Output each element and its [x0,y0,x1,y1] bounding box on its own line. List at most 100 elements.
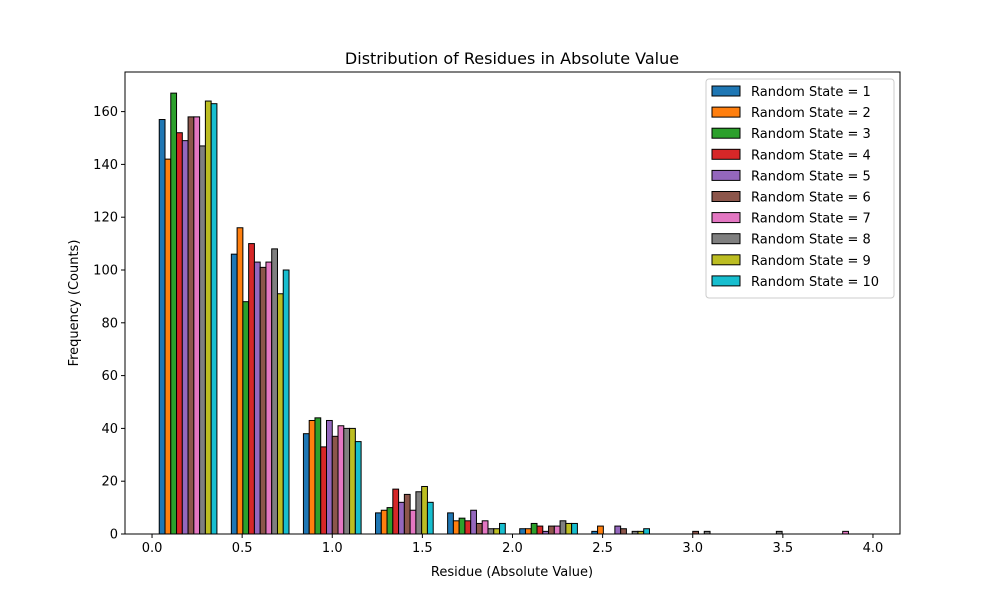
bar-series-8-bin-2 [271,248,278,535]
x-tick-label: 4.0 [863,541,884,556]
legend-swatch-3 [711,127,741,139]
bar-series-7-bin-1 [193,116,201,535]
bar-series-2-bin-6 [524,528,532,535]
x-tick-label: 0.0 [142,541,163,556]
legend-swatch-10 [711,275,741,287]
bar-series-10-bin-4 [426,501,434,535]
legend-label-7: Random State = 7 [751,212,871,227]
bar-series-3-bin-5 [458,517,466,535]
legend-label-4: Random State = 4 [751,148,871,163]
legend-box [705,78,895,299]
legend-swatch-9 [711,254,741,266]
bar-series-8-bin-3 [343,427,351,535]
bar-series-5-bin-4 [398,501,405,535]
x-tick-label: 0.5 [232,541,253,556]
legend-swatch-5 [711,169,741,181]
bar-series-4-bin-2 [248,243,255,535]
y-tick-label: 140 [93,158,118,173]
bar-series-8-bin-5 [487,528,495,535]
legend-label-6: Random State = 6 [751,191,871,206]
x-tick-label: 2.0 [502,541,523,556]
bar-series-5-bin-5 [470,509,477,535]
legend-swatch-2 [711,106,741,118]
y-tick-label: 120 [93,211,118,226]
legend-label-3: Random State = 3 [751,127,871,142]
bar-series-9-bin-1 [204,100,212,535]
bar-series-6-bin-1 [187,116,195,535]
legend-swatch-1 [711,85,741,97]
bar-series-9-bin-6 [565,522,573,535]
bar-series-7-bin-4 [409,509,417,535]
y-tick-label: 160 [93,105,118,120]
y-axis: 0 20 40 60 80 100 120 140 160 [93,105,125,543]
bar-series-6-bin-4 [403,493,411,535]
bar-series-6-bin-2 [259,266,267,535]
bar-series-10-bin-2 [282,269,290,535]
bar-series-9-bin-3 [349,427,356,535]
bar-series-4-bin-3 [320,446,328,535]
y-axis-label: Frequency (Counts) [67,240,82,367]
legend-label-9: Random State = 9 [751,254,871,269]
legend-label-8: Random State = 8 [751,233,871,248]
bar-series-3-bin-6 [530,522,538,535]
bar-series-10-bin-5 [499,522,506,535]
bar-series-6-bin-3 [331,435,339,535]
y-tick-label: 80 [101,316,118,331]
bar-series-2-bin-1 [164,158,172,535]
bar-series-2-bin-4 [380,509,388,535]
bar-series-2-bin-2 [236,227,244,535]
bar-series-10-bin-7 [643,528,650,535]
bar-series-3-bin-4 [386,507,394,535]
bar-series-1-bin-5 [447,512,454,535]
legend: Random State = 1 Random State = 2 Random S… [705,78,895,299]
y-tick-label: 60 [101,369,118,384]
bar-series-6-bin-7 [620,528,627,535]
bar-series-7-bin-3 [337,425,345,535]
bar-series-10-bin-6 [571,522,578,535]
bar-series-1-bin-2 [230,253,238,535]
chart-title: Distribution of Residues in Absolute Val… [345,49,679,68]
bar-series-1-bin-1 [158,119,166,535]
legend-swatch-6 [711,191,741,202]
bar-series-4-bin-4 [392,488,400,535]
bar-series-3-bin-2 [242,301,250,535]
bar-series-6-bin-5 [475,522,483,535]
legend-swatch-8 [711,233,741,245]
bar-series-1-bin-3 [302,433,310,535]
bar-series-3-bin-3 [314,417,322,535]
bar-series-6-bin-6 [548,525,555,535]
bar-series-2-bin-7 [597,525,604,535]
bar-series-3-bin-1 [170,92,178,535]
legend-swatch-4 [711,148,741,160]
x-axis-label: Residue (Absolute Value) [431,565,593,580]
x-tick-label: 1.5 [412,541,433,556]
bar-series-9-bin-4 [421,485,428,535]
bar-series-7-bin-5 [481,520,489,535]
y-tick-label: 20 [101,475,118,490]
bar-series-2-bin-5 [452,520,460,535]
bar-series-4-bin-6 [536,525,544,535]
bar-series-10-bin-3 [354,441,362,535]
bar-series-7-bin-6 [553,525,561,535]
y-tick-label: 40 [101,422,118,437]
bar-series-4-bin-5 [464,520,472,535]
bar-series-5-bin-7 [614,525,622,535]
bar-series-8-bin-1 [199,145,206,535]
x-tick-label: 3.5 [773,541,794,556]
legend-label-5: Random State = 5 [751,169,871,184]
legend-swatch-7 [711,212,741,224]
bar-series-10-bin-1 [210,103,218,535]
bar-series-1-bin-4 [375,512,382,535]
bar-series-5-bin-3 [326,419,333,535]
y-tick-label: 100 [93,264,118,279]
x-tick-label: 1.0 [322,541,343,556]
legend-label-10: Random State = 10 [751,275,879,290]
bar-series-4-bin-1 [176,132,183,535]
bar-series-1-bin-6 [519,528,526,535]
legend-label-1: Random State = 1 [751,85,871,100]
x-tick-label: 2.5 [592,541,613,556]
legend-label-2: Random State = 2 [751,106,871,121]
bar-series-9-bin-5 [493,528,501,535]
